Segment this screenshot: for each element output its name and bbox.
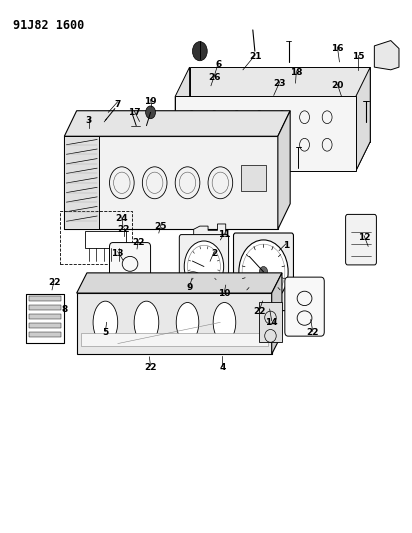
Bar <box>28 332 61 337</box>
Polygon shape <box>194 224 226 245</box>
Circle shape <box>260 266 267 277</box>
Text: 26: 26 <box>208 73 220 82</box>
Text: 2: 2 <box>211 249 218 258</box>
Bar <box>26 294 64 343</box>
FancyBboxPatch shape <box>234 233 293 311</box>
Text: 22: 22 <box>144 363 157 372</box>
Text: 9: 9 <box>186 283 193 292</box>
FancyBboxPatch shape <box>110 243 150 302</box>
Circle shape <box>239 240 288 304</box>
Text: 91J82 1600: 91J82 1600 <box>13 19 84 33</box>
Text: 19: 19 <box>144 97 157 106</box>
Bar <box>28 323 61 328</box>
Polygon shape <box>175 96 356 171</box>
Text: 22: 22 <box>307 328 319 337</box>
Text: 22: 22 <box>118 225 130 234</box>
Ellipse shape <box>213 303 236 342</box>
Bar <box>85 231 126 248</box>
Bar <box>28 296 61 301</box>
Circle shape <box>223 155 226 159</box>
Circle shape <box>192 42 207 61</box>
Bar <box>28 314 61 319</box>
Ellipse shape <box>176 303 199 342</box>
Bar <box>81 333 267 346</box>
Bar <box>241 165 266 191</box>
Text: 14: 14 <box>265 318 278 327</box>
Text: 25: 25 <box>154 222 167 231</box>
Text: 15: 15 <box>352 52 364 61</box>
Bar <box>28 305 61 310</box>
Polygon shape <box>190 67 370 142</box>
Polygon shape <box>175 67 190 171</box>
Text: 5: 5 <box>102 328 108 337</box>
Circle shape <box>254 155 257 159</box>
Text: 23: 23 <box>274 78 286 87</box>
Text: 3: 3 <box>86 116 92 125</box>
Circle shape <box>233 155 236 159</box>
Text: 12: 12 <box>358 233 370 242</box>
Polygon shape <box>375 41 399 70</box>
Circle shape <box>145 106 155 119</box>
Text: 4: 4 <box>219 363 226 372</box>
FancyBboxPatch shape <box>285 277 324 336</box>
Polygon shape <box>175 142 370 171</box>
Text: 17: 17 <box>128 108 140 117</box>
Ellipse shape <box>93 301 118 344</box>
Text: 1: 1 <box>283 241 289 250</box>
Polygon shape <box>64 111 290 136</box>
Bar <box>260 302 282 342</box>
Text: 16: 16 <box>331 44 344 53</box>
Text: 8: 8 <box>61 304 68 313</box>
Text: 22: 22 <box>48 278 60 287</box>
Polygon shape <box>272 273 282 354</box>
Text: 21: 21 <box>249 52 262 61</box>
Text: 13: 13 <box>112 249 124 258</box>
Polygon shape <box>278 111 290 229</box>
Ellipse shape <box>134 301 159 344</box>
FancyBboxPatch shape <box>346 214 377 265</box>
Text: 24: 24 <box>115 214 128 223</box>
Bar <box>60 211 132 264</box>
Circle shape <box>243 155 247 159</box>
Polygon shape <box>64 136 99 229</box>
Text: 20: 20 <box>331 81 344 90</box>
Polygon shape <box>77 293 272 354</box>
Polygon shape <box>356 67 370 171</box>
Text: 6: 6 <box>215 60 221 69</box>
Text: 22: 22 <box>132 238 145 247</box>
Circle shape <box>184 241 224 292</box>
Text: 22: 22 <box>253 307 266 316</box>
Text: 18: 18 <box>290 68 302 77</box>
FancyBboxPatch shape <box>179 235 229 298</box>
Text: 10: 10 <box>218 288 231 297</box>
Text: 11: 11 <box>218 230 231 239</box>
Polygon shape <box>77 273 282 293</box>
Text: 7: 7 <box>115 100 121 109</box>
Polygon shape <box>64 136 278 229</box>
